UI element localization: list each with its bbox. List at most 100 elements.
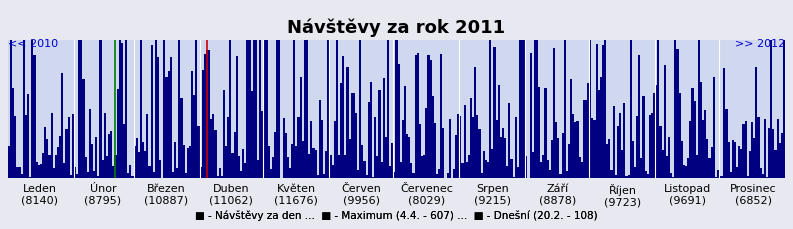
Bar [553, 49, 555, 179]
Bar [316, 175, 319, 179]
Bar [263, 41, 266, 179]
Bar [312, 149, 315, 179]
Bar [125, 26, 127, 179]
Bar [319, 100, 321, 179]
Bar [61, 73, 63, 179]
Bar [559, 174, 561, 179]
Bar [372, 177, 374, 179]
Bar [642, 97, 645, 179]
Bar [627, 175, 630, 179]
Bar [680, 141, 683, 179]
Bar [85, 157, 86, 179]
Bar [270, 169, 272, 179]
Bar [412, 173, 415, 179]
Bar [378, 90, 381, 179]
Bar [602, 46, 604, 179]
Bar [44, 128, 46, 179]
Bar [714, 177, 717, 179]
Bar [626, 176, 627, 179]
Bar [331, 165, 334, 179]
Bar [668, 137, 670, 179]
Text: Říjen
(9723): Říjen (9723) [604, 183, 642, 207]
Bar [98, 177, 99, 179]
Bar [57, 147, 59, 179]
Bar [545, 89, 546, 179]
Bar [634, 167, 636, 179]
Bar [730, 173, 732, 179]
Bar [17, 167, 18, 179]
Bar [611, 170, 613, 179]
Bar [421, 156, 423, 179]
Bar [425, 109, 427, 179]
Bar [640, 158, 642, 179]
Bar [176, 169, 178, 179]
Bar [32, 0, 33, 179]
Bar [515, 118, 517, 179]
Bar [404, 87, 406, 179]
Bar [359, 25, 362, 179]
Bar [240, 172, 242, 179]
Bar [228, 117, 229, 179]
Bar [757, 117, 760, 179]
Text: Návštěvy za rok 2011: Návštěvy za rok 2011 [287, 18, 506, 37]
Bar [148, 166, 151, 179]
Bar [23, 41, 25, 179]
Bar [580, 162, 583, 179]
Bar [766, 177, 768, 179]
Bar [446, 173, 449, 179]
Bar [540, 162, 542, 179]
Bar [244, 164, 247, 179]
Bar [679, 93, 680, 179]
Bar [570, 79, 573, 179]
Bar [531, 152, 534, 179]
Bar [741, 150, 742, 179]
Text: Květen
(11676): Květen (11676) [274, 183, 318, 205]
Bar [462, 164, 464, 179]
Bar [323, 174, 325, 179]
Bar [36, 162, 38, 179]
Bar [172, 172, 174, 179]
Bar [502, 128, 504, 179]
Bar [489, 0, 491, 179]
Bar [38, 165, 40, 179]
Bar [255, 38, 257, 179]
Text: ■ - Návštěvy za den ...  ■ - Maximum (4.4. - 607) ...  ■ - Dnešní (20.2. - 108): ■ - Návštěvy za den ... ■ - Maximum (4.4… [195, 209, 598, 220]
Bar [417, 54, 419, 179]
Bar [51, 114, 52, 179]
Bar [402, 120, 404, 179]
Bar [604, 0, 606, 179]
Bar [293, 0, 295, 179]
Bar [638, 55, 640, 179]
Bar [95, 138, 98, 179]
Bar [325, 151, 328, 179]
Bar [357, 171, 359, 179]
Bar [734, 142, 736, 179]
Bar [431, 97, 434, 179]
Bar [719, 176, 721, 179]
Bar [385, 137, 387, 179]
Bar [353, 93, 355, 179]
Bar [104, 114, 106, 179]
Bar [415, 56, 417, 179]
Bar [615, 176, 617, 179]
Bar [450, 178, 453, 179]
Bar [223, 91, 225, 179]
Bar [649, 115, 651, 179]
Bar [751, 123, 753, 179]
Bar [201, 71, 204, 179]
Bar [191, 71, 193, 179]
Bar [619, 113, 621, 179]
Bar [478, 129, 481, 179]
Bar [592, 119, 593, 179]
Bar [525, 157, 527, 179]
Bar [59, 137, 61, 179]
Text: Leden
(8140): Leden (8140) [21, 183, 59, 205]
Bar [151, 46, 153, 179]
Bar [8, 147, 10, 179]
Bar [338, 155, 340, 179]
Bar [46, 140, 48, 179]
Bar [732, 140, 734, 179]
Bar [157, 57, 159, 179]
Bar [657, 0, 660, 179]
Bar [67, 117, 70, 179]
